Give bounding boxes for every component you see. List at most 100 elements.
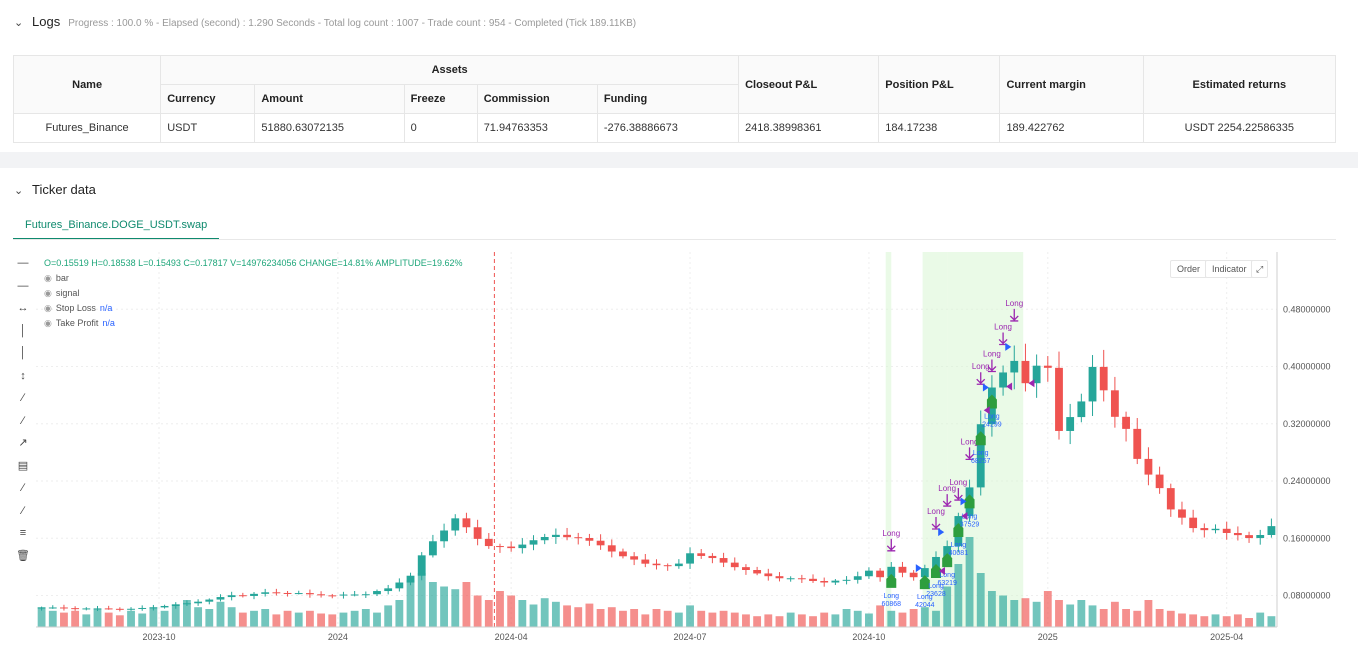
candle-body xyxy=(82,608,91,610)
volume-bar xyxy=(999,595,1007,627)
order-button[interactable]: Order xyxy=(1170,260,1208,278)
candle-body xyxy=(417,555,426,576)
volume-bar xyxy=(373,612,381,627)
candle-body xyxy=(641,559,650,564)
fill-label: Long xyxy=(951,542,967,549)
volume-bar xyxy=(730,612,739,627)
volume-bar xyxy=(954,564,963,627)
cell-closeout: 2418.38998361 xyxy=(738,113,880,143)
candle-body xyxy=(428,541,437,556)
long-label: Long xyxy=(1005,299,1023,308)
volume-bar xyxy=(384,605,393,627)
candle-body xyxy=(227,595,236,598)
volume-bar xyxy=(216,601,225,627)
legend-take-profit[interactable]: ◉ Take Profit n/a xyxy=(44,318,115,328)
eye-icon[interactable]: ◉ xyxy=(44,318,52,328)
horizontal-line-tool-icon[interactable]: — xyxy=(17,257,29,269)
volume-bar xyxy=(596,609,605,627)
cell-margin: 189.422762 xyxy=(999,113,1144,143)
candle-body xyxy=(507,546,516,549)
volume-bar xyxy=(205,609,214,627)
volume-bar xyxy=(82,614,91,627)
ticker-header[interactable]: ⌄ Ticker data xyxy=(14,182,96,197)
header-position: Position P&L xyxy=(878,55,1001,114)
volume-bar xyxy=(1222,616,1231,627)
volume-bar xyxy=(529,604,538,627)
price-chart[interactable]: LongLongLongLongLongLongLongLongLongLong… xyxy=(0,168,1358,662)
eye-icon[interactable]: ◉ xyxy=(44,288,52,298)
candle-body xyxy=(1010,360,1019,373)
candle-body xyxy=(1200,528,1209,531)
volume-bar xyxy=(976,573,985,627)
price-range-tool-icon[interactable]: ▤ xyxy=(17,459,29,472)
fullscreen-icon[interactable]: ⤢ xyxy=(1251,260,1269,278)
candle-body xyxy=(898,566,907,573)
horizontal-segment-tool-icon[interactable]: ↔ xyxy=(17,302,29,314)
candle-body xyxy=(753,569,762,574)
header-returns: Estimated returns xyxy=(1142,55,1337,114)
trend-segment-tool-icon[interactable]: ↗ xyxy=(18,437,28,449)
vertical-segment-tool-icon[interactable]: │ xyxy=(19,347,27,359)
fib-channel-tool-icon[interactable]: ∕ xyxy=(22,504,24,517)
candle-body xyxy=(238,595,247,597)
layers-icon[interactable]: ≡ xyxy=(19,527,27,539)
volume-bar xyxy=(563,605,571,627)
collapse-chevron-icon[interactable]: ⌄ xyxy=(14,17,24,29)
volume-bar xyxy=(1088,605,1097,627)
volume-bar xyxy=(809,616,817,627)
candle-body xyxy=(406,575,415,583)
candle-body xyxy=(820,581,829,583)
candle-body xyxy=(205,599,214,602)
legend-signal[interactable]: ◉ signal xyxy=(44,288,80,298)
candle-body xyxy=(1256,535,1265,539)
logs-title: Logs xyxy=(32,14,61,29)
y-axis-tick-label: 0.24000000 xyxy=(1283,476,1331,486)
parallel-channel-tool-icon[interactable]: ∕ xyxy=(22,482,24,494)
fill-marker-icon xyxy=(986,394,997,409)
candle-body xyxy=(619,551,627,557)
trend-ray-tool-icon[interactable]: ∕ xyxy=(22,414,24,427)
candle-body xyxy=(831,580,840,583)
eye-icon[interactable]: ◉ xyxy=(44,273,52,283)
volume-bar xyxy=(48,610,57,627)
candle-body xyxy=(876,570,885,578)
long-label: Long xyxy=(949,478,967,487)
candle-body xyxy=(451,518,460,531)
x-axis-tick-label: 2023-10 xyxy=(142,632,175,642)
volume-bar xyxy=(932,610,940,627)
long-arrow-icon xyxy=(987,359,997,373)
candle-body xyxy=(1077,401,1086,418)
volume-bar xyxy=(920,607,929,627)
collapse-chevron-icon[interactable]: ⌄ xyxy=(14,185,24,197)
volume-bar xyxy=(428,582,437,627)
trend-line-tool-icon[interactable]: ∕ xyxy=(22,392,24,404)
volume-bar xyxy=(440,586,448,627)
candle-body xyxy=(328,595,337,597)
candle-body xyxy=(909,572,918,578)
long-arrow-icon xyxy=(965,447,975,461)
header-currency: Currency xyxy=(160,84,256,114)
volume-bar xyxy=(507,595,516,627)
horizontal-ray-tool-icon[interactable]: — xyxy=(17,279,29,292)
candle-body xyxy=(719,558,728,563)
vertical-arrow-tool-icon[interactable]: ↕ xyxy=(20,369,26,382)
eye-icon[interactable]: ◉ xyxy=(44,303,52,313)
volume-bar xyxy=(451,589,460,627)
volume-bar xyxy=(160,610,169,627)
fill-label: Long xyxy=(917,594,933,601)
volume-bar xyxy=(764,614,773,627)
volume-bar xyxy=(1233,614,1242,627)
volume-bar xyxy=(350,610,359,627)
indicator-button[interactable]: Indicator xyxy=(1205,260,1254,278)
trash-icon[interactable]: 🗑 xyxy=(16,549,30,562)
logs-header[interactable]: ⌄ Logs Progress : 100.0 % - Elapsed (sec… xyxy=(14,14,636,29)
x-axis-tick-label: 2025-04 xyxy=(1210,632,1243,642)
long-arrow-icon xyxy=(942,494,952,507)
table-row: Futures_Binance USDT 51880.63072135 0 71… xyxy=(12,113,1337,143)
volume-bar xyxy=(1267,616,1276,627)
vertical-line-tool-icon[interactable]: │ xyxy=(19,324,27,337)
fill-number: 23628 xyxy=(926,591,946,598)
legend-bar[interactable]: ◉ bar xyxy=(44,273,69,283)
legend-stop-loss[interactable]: ◉ Stop Loss n/a xyxy=(44,303,113,313)
fill-label: Long xyxy=(939,572,955,579)
